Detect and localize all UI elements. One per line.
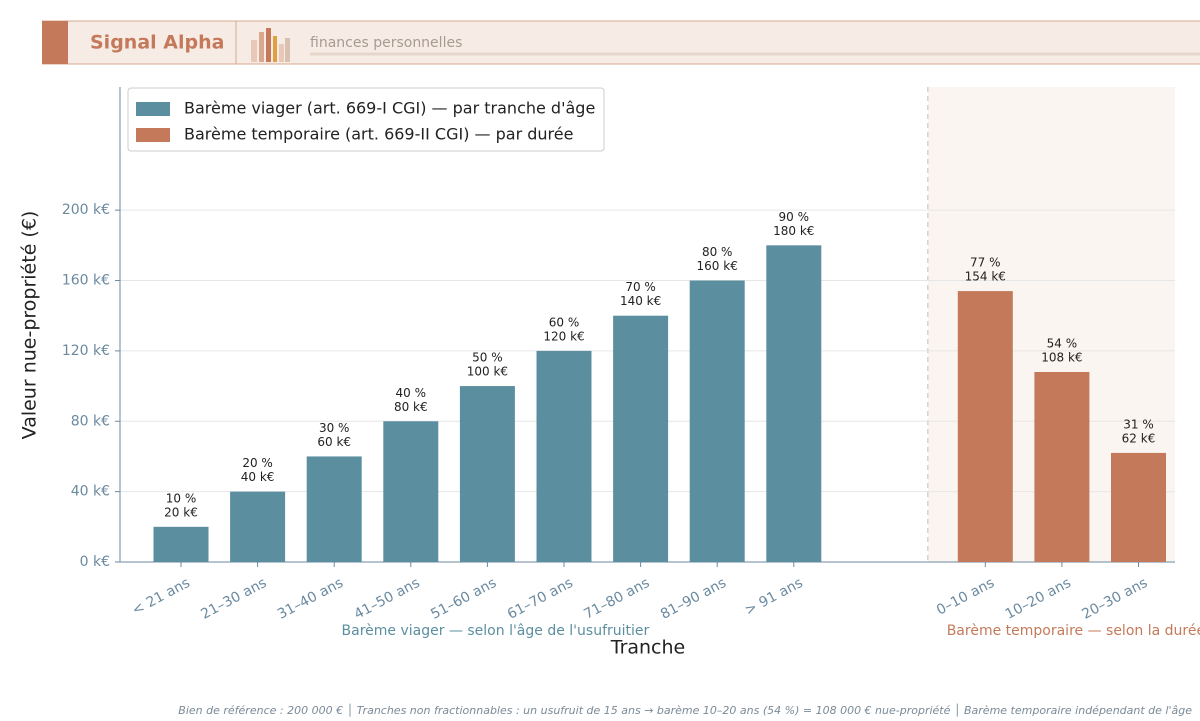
bar [153,526,209,562]
legend: Barème viager (art. 669-I CGI) — par tra… [127,87,605,152]
value-label: 80 k€ [394,400,428,414]
percent-label: 90 % [779,210,810,224]
y-tick-label: 40 k€ [71,484,110,500]
header-accent [42,21,68,64]
group-label: Barème temporaire — selon la durée [947,623,1200,639]
header-title: Signal Alpha [90,32,224,54]
value-label: 154 k€ [965,270,1006,284]
bar [306,456,362,562]
x-tick-label: 31–40 ans [275,575,346,623]
value-label: 180 k€ [773,224,814,238]
x-tick-label: < 21 ans [129,575,192,619]
value-label: 20 k€ [164,505,198,519]
bar [689,280,745,562]
bar [459,386,515,562]
x-tick-label: 51–60 ans [428,575,499,623]
value-label: 62 k€ [1122,431,1156,445]
x-tick-label: 41–50 ans [352,575,423,623]
percent-label: 31 % [1123,417,1154,431]
legend-label: Barème viager (art. 669-I CGI) — par tra… [184,99,595,118]
y-tick-label: 200 k€ [62,202,110,218]
x-tick-label: 81–90 ans [658,575,729,623]
group-label: Barème viager — selon l'âge de l'usufrui… [342,623,650,639]
y-tick-label: 0 k€ [80,554,110,570]
y-axis-label: Valeur nue-propriété (€) [19,211,41,440]
percent-label: 54 % [1047,337,1078,351]
bar [1034,372,1090,562]
y-tick-label: 120 k€ [62,343,110,359]
value-label: 160 k€ [697,259,738,273]
footnote: Bien de référence : 200 000 € │ Tranches… [178,703,1192,717]
percent-label: 77 % [970,256,1001,270]
percent-label: 60 % [549,315,580,329]
x-tick-label: 21–30 ans [198,575,269,623]
percent-label: 30 % [319,421,350,435]
value-label: 108 k€ [1041,351,1082,365]
value-label: 140 k€ [620,294,661,308]
percent-label: 70 % [625,280,656,294]
legend-box [127,87,605,152]
value-label: 60 k€ [317,435,351,449]
x-tick-label: 10–20 ans [1003,575,1074,623]
percent-label: 50 % [472,351,503,365]
percent-label: 80 % [702,245,733,259]
value-label: 100 k€ [467,365,508,379]
x-tick-label: 61–70 ans [505,575,576,623]
bar [1111,452,1166,562]
x-tick-label: 0–10 ans [934,575,997,619]
x-tick-label: 20–30 ans [1079,575,1150,623]
legend-label: Barème temporaire (art. 669-II CGI) — pa… [184,125,573,144]
y-tick-label: 160 k€ [62,273,110,289]
x-tick-label: > 91 ans [742,575,805,619]
legend-swatch [136,128,170,142]
header-bar [42,21,1200,64]
bar [957,291,1013,562]
bar [230,491,286,562]
legend-swatch [136,102,170,116]
percent-label: 20 % [242,456,273,470]
percent-label: 10 % [166,491,197,505]
y-tick-label: 80 k€ [71,413,110,429]
x-tick-label: 71–80 ans [581,575,652,623]
header-subtitle: finances personnelles [310,35,462,51]
bar [536,350,592,562]
value-label: 120 k€ [543,329,584,343]
bar [766,245,822,563]
x-axis-label: Tranche [610,637,686,659]
bar [383,421,439,562]
value-label: 40 k€ [241,470,275,484]
bar [613,315,669,562]
percent-label: 40 % [396,386,427,400]
header-logo [251,28,290,62]
